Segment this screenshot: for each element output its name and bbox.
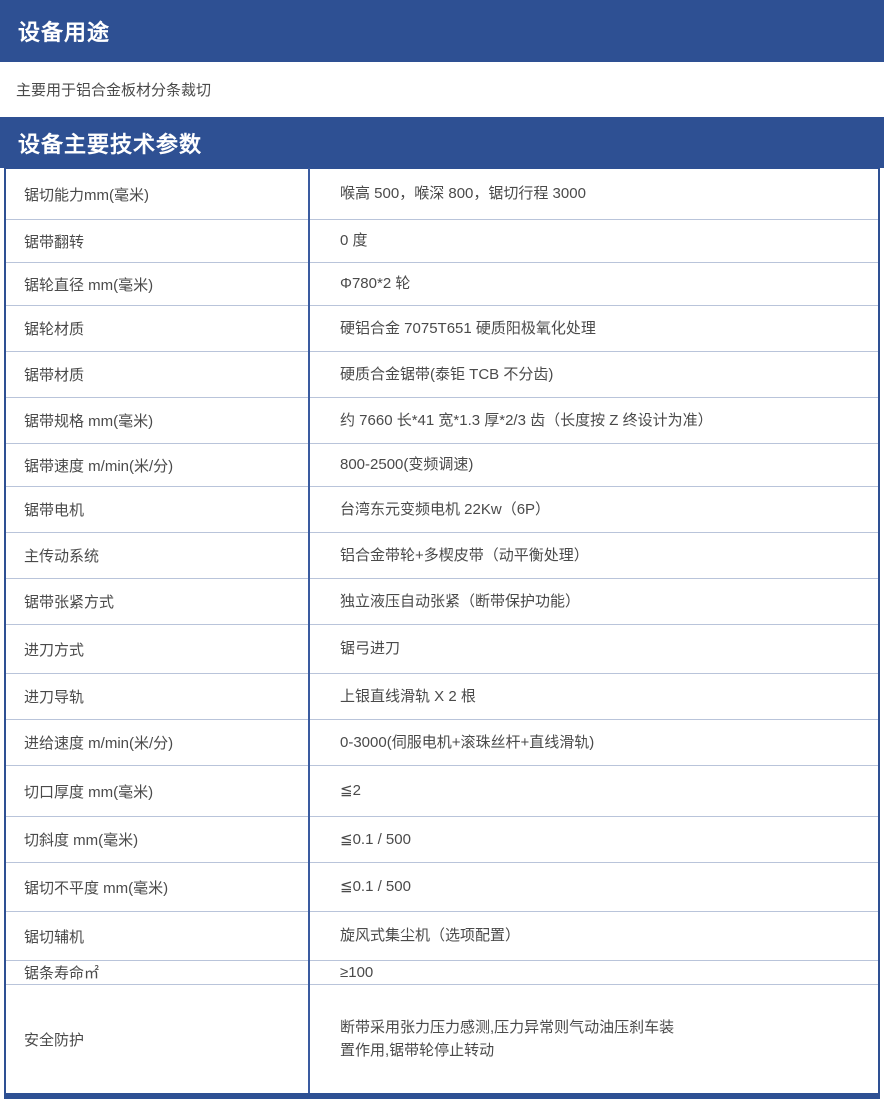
table-row: 锯带电机 台湾东元变频电机 22Kw（6P）	[5, 486, 879, 533]
spec-value-line: 置作用,锯带轮停止转动	[340, 1042, 495, 1060]
spec-table: 锯切能力mm(毫米) 喉高 500，喉深 800，锯切行程 3000 锯带翻转 0 度…	[4, 168, 880, 1100]
section-title-specs: 设备主要技术参数	[18, 131, 203, 157]
spec-value-cell: 上银直线滑轨 X 2 根	[309, 673, 879, 720]
table-row: 锯带翻转 0 度	[5, 219, 879, 263]
spec-value-cell: 喉高 500，喉深 800，锯切行程 3000	[309, 168, 879, 220]
spec-value-line: 硬铝合金 7075T651 硬质阳极氧化处理	[340, 319, 596, 337]
spec-label-cell: 锯条寿命㎡	[5, 960, 310, 986]
table-row: 进刀导轨 上银直线滑轨 X 2 根	[5, 673, 879, 720]
spec-label-cell: 切口厚度 mm(毫米)	[5, 765, 310, 817]
spec-label-cell: 锯轮直径 mm(毫米)	[5, 262, 310, 306]
spec-value-line: 约 7660 长*41 宽*1.3 厚*2/3 齿（长度按 Z 终设计为准）	[340, 411, 713, 429]
table-row: 切口厚度 mm(毫米) ≦2	[5, 765, 879, 817]
spec-value-cell: 锯弓进刀	[309, 624, 879, 674]
spec-value-line: 0-3000(伺服电机+滚珠丝杆+直线滑轨)	[340, 733, 595, 751]
table-row: 进给速度 m/min(米/分) 0-3000(伺服电机+滚珠丝杆+直线滑轨)	[5, 719, 879, 766]
spec-value-line: 锯弓进刀	[340, 640, 401, 658]
spec-value-line: ≦2	[340, 782, 361, 800]
table-row: 锯带材质 硬质合金锯带(泰钜 TCB 不分齿)	[5, 351, 879, 398]
section-title-usage: 设备用途	[18, 20, 111, 45]
spec-value-line: 断带采用张力压力感测,压力异常则气动油压刹车装	[340, 1019, 675, 1036]
spec-label-cell: 锯轮材质	[5, 305, 310, 352]
usage-description-text: 主要用于铝合金板材分条裁切	[16, 82, 212, 99]
spec-value-cell: 800-2500(变频调速)	[309, 443, 879, 487]
spec-table-container: 锯切能力mm(毫米) 喉高 500，喉深 800，锯切行程 3000 锯带翻转 0 度…	[0, 168, 884, 1100]
spec-label-cell: 锯切不平度 mm(毫米)	[5, 862, 310, 912]
table-row: 进刀方式 锯弓进刀	[5, 624, 879, 674]
spec-table-body: 锯切能力mm(毫米) 喉高 500，喉深 800，锯切行程 3000 锯带翻转 0 度…	[5, 168, 879, 1097]
spec-label-cell: 锯带张紧方式	[5, 578, 310, 625]
spec-value-cell: 铝合金带轮+多楔皮带（动平衡处理）	[309, 532, 879, 579]
spec-value-cell: ≦0.1 / 500	[309, 816, 879, 863]
spec-value-cell: 0 度	[309, 219, 879, 263]
spec-label-cell: 锯带速度 m/min(米/分)	[5, 443, 310, 487]
spec-value-line: 独立液压自动张紧（断带保护功能）	[340, 592, 581, 610]
spec-label-cell: 切斜度 mm(毫米)	[5, 816, 310, 863]
spec-label-cell: 锯切能力mm(毫米)	[5, 168, 310, 220]
table-row: 锯条寿命㎡ ≥100	[5, 960, 879, 986]
spec-label-cell: 主传动系统	[5, 532, 310, 579]
spec-value-cell: 台湾东元变频电机 22Kw（6P）	[309, 486, 879, 533]
spec-label-cell: 锯带材质	[5, 351, 310, 398]
spec-label-cell: 锯带规格 mm(毫米)	[5, 397, 310, 444]
table-row: 锯切不平度 mm(毫米) ≦0.1 / 500	[5, 862, 879, 912]
spec-value-cell: 0-3000(伺服电机+滚珠丝杆+直线滑轨)	[309, 719, 879, 766]
spec-value-line: 旋风式集尘机（选项配置）	[340, 927, 521, 945]
spec-label-cell: 安全防护	[5, 984, 310, 1097]
spec-value-cell: ≦2	[309, 765, 879, 817]
spec-value-cell: 约 7660 长*41 宽*1.3 厚*2/3 齿（长度按 Z 终设计为准）	[309, 397, 879, 444]
table-row: 锯带规格 mm(毫米) 约 7660 长*41 宽*1.3 厚*2/3 齿（长度按…	[5, 397, 879, 444]
spec-label-cell: 锯切辅机	[5, 911, 310, 961]
spec-value-cell: 断带采用张力压力感测,压力异常则气动油压刹车装 置作用,锯带轮停止转动	[309, 984, 879, 1097]
spec-value-line: 800-2500(变频调速)	[340, 456, 474, 474]
spec-label-cell: 进给速度 m/min(米/分)	[5, 719, 310, 766]
table-row: 锯切能力mm(毫米) 喉高 500，喉深 800，锯切行程 3000	[5, 168, 879, 220]
spec-value-line: Φ780*2 轮	[340, 275, 411, 293]
table-row: 锯轮直径 mm(毫米) Φ780*2 轮	[5, 262, 879, 306]
usage-description: 主要用于铝合金板材分条裁切	[0, 62, 884, 117]
spec-value-line: 0 度	[340, 232, 368, 250]
spec-value-cell: ≥100	[309, 960, 879, 986]
section-header-usage: 设备用途	[0, 0, 884, 62]
spec-label-cell: 进刀导轨	[5, 673, 310, 720]
spec-value-cell: Φ780*2 轮	[309, 262, 879, 306]
spec-value-cell: ≦0.1 / 500	[309, 862, 879, 912]
spec-value-cell: 硬铝合金 7075T651 硬质阳极氧化处理	[309, 305, 879, 352]
section-header-specs: 设备主要技术参数	[0, 117, 884, 168]
spec-value-line: ≦0.1 / 500	[340, 830, 411, 848]
spec-value-line: ≦0.1 / 500	[340, 878, 411, 896]
spec-label-cell: 锯带翻转	[5, 219, 310, 263]
spec-label-cell: 锯带电机	[5, 486, 310, 533]
spec-value-cell: 独立液压自动张紧（断带保护功能）	[309, 578, 879, 625]
table-row: 安全防护 断带采用张力压力感测,压力异常则气动油压刹车装 置作用,锯带轮停止转动	[5, 984, 879, 1097]
table-row: 锯轮材质 硬铝合金 7075T651 硬质阳极氧化处理	[5, 305, 879, 352]
spec-value-cell: 硬质合金锯带(泰钜 TCB 不分齿)	[309, 351, 879, 398]
spec-value-line: 硬质合金锯带(泰钜 TCB 不分齿)	[340, 365, 554, 383]
table-row: 锯带张紧方式 独立液压自动张紧（断带保护功能）	[5, 578, 879, 625]
table-row: 锯带速度 m/min(米/分) 800-2500(变频调速)	[5, 443, 879, 487]
spec-value-cell: 旋风式集尘机（选项配置）	[309, 911, 879, 961]
table-row: 切斜度 mm(毫米) ≦0.1 / 500	[5, 816, 879, 863]
spec-value-line: 台湾东元变频电机 22Kw（6P）	[340, 500, 551, 518]
spec-value-line: 上银直线滑轨 X 2 根	[340, 687, 476, 705]
spec-value-line: 喉高 500，喉深 800，锯切行程 3000	[340, 185, 586, 203]
table-row: 主传动系统 铝合金带轮+多楔皮带（动平衡处理）	[5, 532, 879, 579]
spec-value-line: 铝合金带轮+多楔皮带（动平衡处理）	[340, 546, 589, 564]
spec-label-cell: 进刀方式	[5, 624, 310, 674]
table-row: 锯切辅机 旋风式集尘机（选项配置）	[5, 911, 879, 961]
spec-value-line: ≥100	[340, 964, 374, 981]
